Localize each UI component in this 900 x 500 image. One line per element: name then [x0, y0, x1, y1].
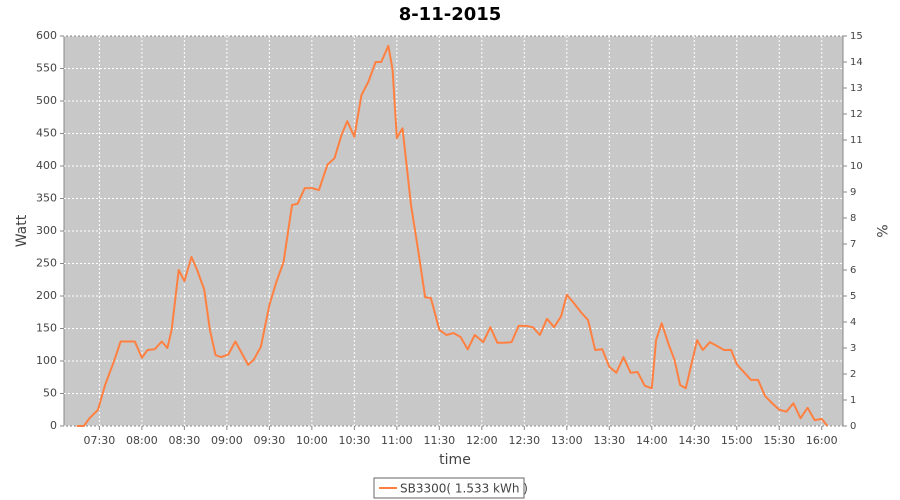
x-tick-label: 12:00: [466, 434, 498, 447]
y2-tick-label: 14: [850, 57, 863, 68]
x-tick-label: 14:30: [678, 434, 710, 447]
x-tick-label: 09:00: [211, 434, 243, 447]
y2-tick-label: 1: [850, 395, 856, 406]
x-tick-label: 10:30: [339, 434, 371, 447]
y-tick-label: 250: [36, 257, 57, 270]
y2-tick-label: 8: [850, 213, 856, 224]
x-tick-label: 13:00: [551, 434, 583, 447]
x-tick-label: 12:30: [508, 434, 540, 447]
x-tick-label: 07:30: [84, 434, 116, 447]
x-tick-label: 14:00: [636, 434, 668, 447]
x-tick-label: 09:30: [254, 434, 286, 447]
y2-tick-label: 12: [850, 109, 863, 120]
x-tick-label: 11:30: [423, 434, 455, 447]
x-tick-label: 15:30: [763, 434, 795, 447]
y-tick-label: 400: [36, 159, 57, 172]
y2-tick-label: 7: [850, 239, 856, 250]
x-tick-label: 11:00: [381, 434, 413, 447]
y2-tick-label: 3: [850, 343, 856, 354]
y2-tick-label: 10: [850, 161, 863, 172]
x-tick-label: 15:00: [721, 434, 753, 447]
x-tick-label: 13:30: [593, 434, 625, 447]
y2-axis-label: %: [873, 224, 889, 237]
legend: SB3300( 1.533 kWh ): [373, 477, 528, 499]
y-tick-label: 0: [50, 419, 57, 432]
x-tick-label: 08:30: [169, 434, 201, 447]
y-axis-label: Watt: [14, 214, 30, 247]
y-tick-label: 450: [36, 127, 57, 140]
y-tick-label: 100: [36, 354, 57, 367]
y-tick-label: 350: [36, 192, 57, 205]
y2-tick-label: 6: [850, 265, 856, 276]
x-tick-label: 08:00: [126, 434, 158, 447]
x-tick-label: 10:00: [296, 434, 328, 447]
x-axis-label: time: [439, 452, 471, 468]
legend-box: [373, 477, 525, 499]
data-line: [76, 44, 829, 427]
y-tick-label: 600: [36, 29, 57, 42]
legend-label: SB3300( 1.533 kWh ): [400, 482, 528, 496]
y2-tick-label: 5: [850, 291, 856, 302]
y2-tick-label: 13: [850, 83, 863, 94]
y-tick-label: 50: [43, 387, 57, 400]
y-tick-label: 500: [36, 94, 57, 107]
x-tick-label: 16:00: [806, 434, 838, 447]
y-tick-label: 200: [36, 289, 57, 302]
y-tick-label: 300: [36, 224, 57, 237]
y2-tick-label: 4: [850, 317, 856, 328]
y-tick-label: 150: [36, 322, 57, 335]
y-tick-label: 550: [36, 62, 57, 75]
y2-tick-label: 11: [850, 135, 863, 146]
y2-tick-label: 0: [850, 421, 856, 432]
y2-tick-label: 9: [850, 187, 856, 198]
y2-tick-label: 2: [850, 369, 856, 380]
chart-title: 8-11-2015: [399, 4, 502, 25]
y2-tick-label: 15: [850, 31, 863, 42]
